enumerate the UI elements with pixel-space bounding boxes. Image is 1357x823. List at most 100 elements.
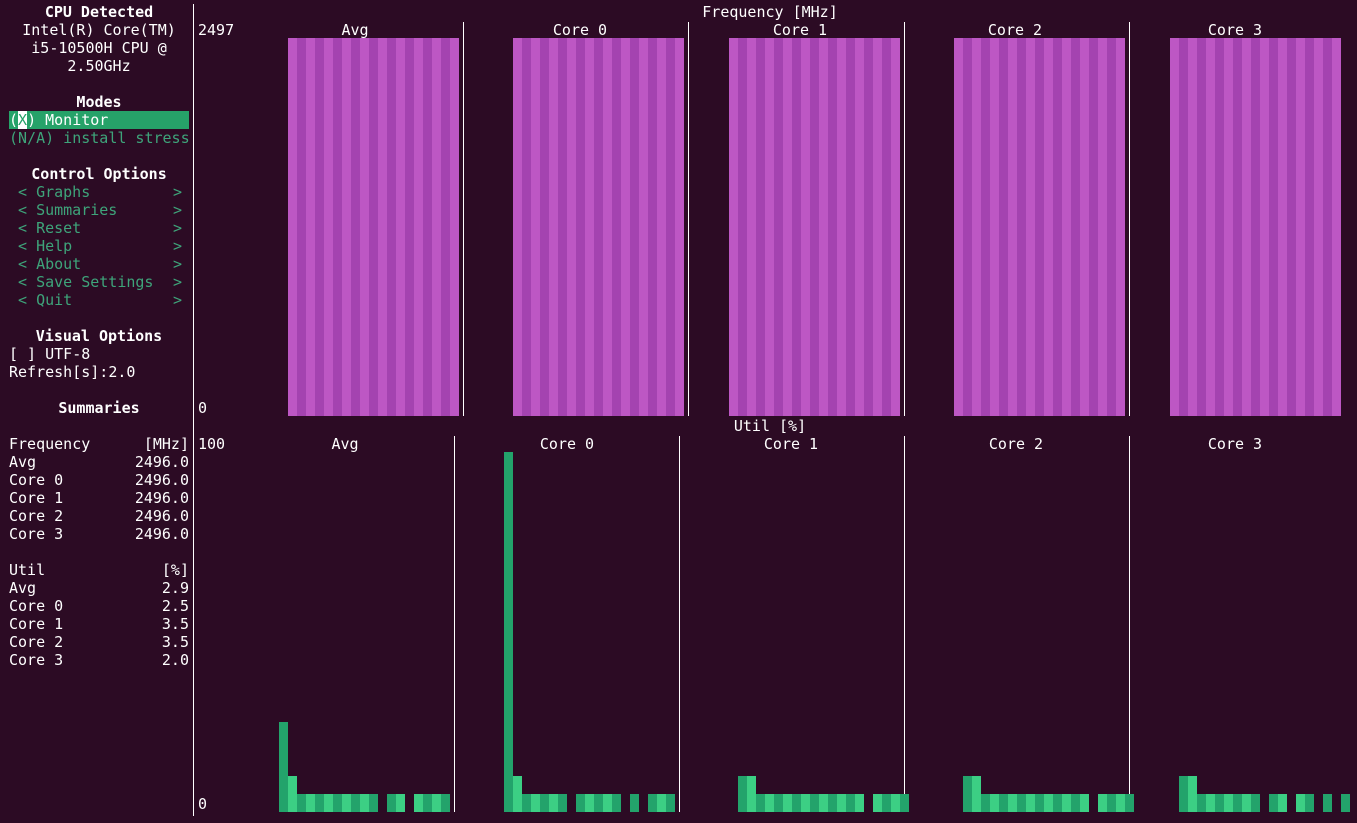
summary-util-value: 2.9 xyxy=(161,579,189,597)
sidebar-divider xyxy=(193,4,194,816)
mode-monitor-radio[interactable]: (X) Monitor xyxy=(9,111,189,129)
summary-util-label: Util xyxy=(9,561,46,579)
util-bar-core3-14 xyxy=(1305,794,1314,812)
util-bar-core0-6 xyxy=(558,794,567,812)
menu-right-arrow: > xyxy=(172,291,182,309)
menu-summaries-button[interactable]: < Summaries > xyxy=(18,201,182,219)
freq-panel-title-avg: Avg xyxy=(341,21,369,39)
menu-about-button[interactable]: < About > xyxy=(18,255,182,273)
menu-graphs-label: Graphs xyxy=(36,183,91,201)
util-panel-title-core3: Core 3 xyxy=(1207,435,1263,453)
mode-stress-radio[interactable]: (N/A) install stress xyxy=(9,129,190,147)
util-bar-avg-7 xyxy=(342,794,351,812)
util-bar-core3-8 xyxy=(1251,794,1260,812)
menu-left-arrow: < xyxy=(18,255,28,273)
util-bar-core3-13 xyxy=(1296,794,1305,812)
freq-panel-divider xyxy=(463,22,464,416)
util-bar-core0-4 xyxy=(540,794,549,812)
util-bar-core2-4 xyxy=(999,794,1008,812)
freq-bars-core1 xyxy=(729,38,900,416)
util-bar-core1-10 xyxy=(828,794,837,812)
util-bar-core3-10 xyxy=(1269,794,1278,812)
util-bar-core0-10 xyxy=(594,794,603,812)
util-panel-title-avg: Avg xyxy=(331,435,359,453)
util-bar-avg-17 xyxy=(432,794,441,812)
frequency-y-max: 2497 xyxy=(198,21,235,39)
menu-left-arrow: < xyxy=(18,273,28,291)
summary-freq-name: Core 2 xyxy=(9,507,64,525)
util-y-min: 0 xyxy=(198,795,208,813)
utf8-checkbox[interactable]: [ ] xyxy=(9,345,37,363)
util-bar-core1-1 xyxy=(747,776,756,812)
util-bar-core0-18 xyxy=(666,794,675,812)
util-bar-core3-6 xyxy=(1233,794,1242,812)
util-bar-core1-3 xyxy=(765,794,774,812)
menu-help-label: Help xyxy=(36,237,73,255)
summary-freq-name: Core 3 xyxy=(9,525,64,543)
util-bar-core1-4 xyxy=(774,794,783,812)
util-bar-core0-14 xyxy=(630,794,639,812)
freq-panel-title-core1: Core 1 xyxy=(772,21,828,39)
summary-freq-value: 2496.0 xyxy=(134,489,189,507)
util-bar-core0-16 xyxy=(648,794,657,812)
util-bar-core2-12 xyxy=(1071,794,1080,812)
util-bar-core1-16 xyxy=(882,794,891,812)
util-bar-core1-6 xyxy=(792,794,801,812)
util-bar-core0-8 xyxy=(576,794,585,812)
util-bar-core1-17 xyxy=(891,794,900,812)
menu-save-settings-button[interactable]: < Save Settings > xyxy=(18,273,182,291)
freq-panel-divider xyxy=(904,22,905,416)
cpu-detected-title: CPU Detected xyxy=(44,3,154,21)
freq-panel-title-core2: Core 2 xyxy=(987,21,1043,39)
util-bar-avg-0 xyxy=(279,722,288,812)
util-bar-core1-7 xyxy=(801,794,810,812)
summary-frequency-unit: [MHz] xyxy=(143,435,189,453)
util-bar-core3-16 xyxy=(1323,794,1332,812)
freq-panel-title-core0: Core 0 xyxy=(552,21,608,39)
util-bar-core2-2 xyxy=(981,794,990,812)
summary-util-name: Core 1 xyxy=(9,615,64,633)
summary-freq-name: Core 0 xyxy=(9,471,64,489)
utf8-toggle[interactable]: [ ] UTF-8 xyxy=(9,345,90,363)
refresh-rate[interactable]: Refresh[s]:2.0 xyxy=(9,363,136,381)
menu-help-button[interactable]: < Help > xyxy=(18,237,182,255)
utf8-label: UTF-8 xyxy=(45,345,91,363)
util-bar-core0-5 xyxy=(549,794,558,812)
freq-bars-core0 xyxy=(513,38,684,416)
util-bar-core1-5 xyxy=(783,794,792,812)
util-bar-core0-3 xyxy=(531,794,540,812)
util-bar-avg-4 xyxy=(315,794,324,812)
util-bar-core2-18 xyxy=(1125,794,1134,812)
util-bar-core2-9 xyxy=(1044,794,1053,812)
util-bar-core1-9 xyxy=(819,794,828,812)
menu-graphs-button[interactable]: < Graphs > xyxy=(18,183,182,201)
util-bar-core3-11 xyxy=(1278,794,1287,812)
util-bar-core2-17 xyxy=(1116,794,1125,812)
summary-util-value: 2.5 xyxy=(161,597,189,615)
util-panel-divider xyxy=(904,436,905,812)
menu-quit-button[interactable]: < Quit > xyxy=(18,291,182,309)
summary-util-unit: [%] xyxy=(161,561,189,579)
cpu-model-line-3: 2.50GHz xyxy=(67,57,131,75)
util-bar-core0-2 xyxy=(522,794,531,812)
util-bar-avg-18 xyxy=(441,794,450,812)
util-bar-core2-0 xyxy=(963,776,972,812)
util-bar-core2-13 xyxy=(1080,794,1089,812)
util-bar-avg-13 xyxy=(396,794,405,812)
util-bar-core1-13 xyxy=(855,794,864,812)
util-bar-core0-1 xyxy=(513,776,522,812)
visual-options-title: Visual Options xyxy=(35,327,163,345)
util-bar-core2-1 xyxy=(972,776,981,812)
util-bar-core3-5 xyxy=(1224,794,1233,812)
util-bar-core2-16 xyxy=(1107,794,1116,812)
util-bar-avg-15 xyxy=(414,794,423,812)
menu-summaries-label: Summaries xyxy=(36,201,118,219)
util-bar-core0-12 xyxy=(612,794,621,812)
util-bar-core2-3 xyxy=(990,794,999,812)
util-bar-core3-18 xyxy=(1341,794,1350,812)
util-y-max: 100 xyxy=(198,435,226,453)
summary-freq-value: 2496.0 xyxy=(134,471,189,489)
util-panel-title-core0: Core 0 xyxy=(539,435,595,453)
menu-reset-button[interactable]: < Reset > xyxy=(18,219,182,237)
freq-panel-divider xyxy=(1129,22,1130,416)
